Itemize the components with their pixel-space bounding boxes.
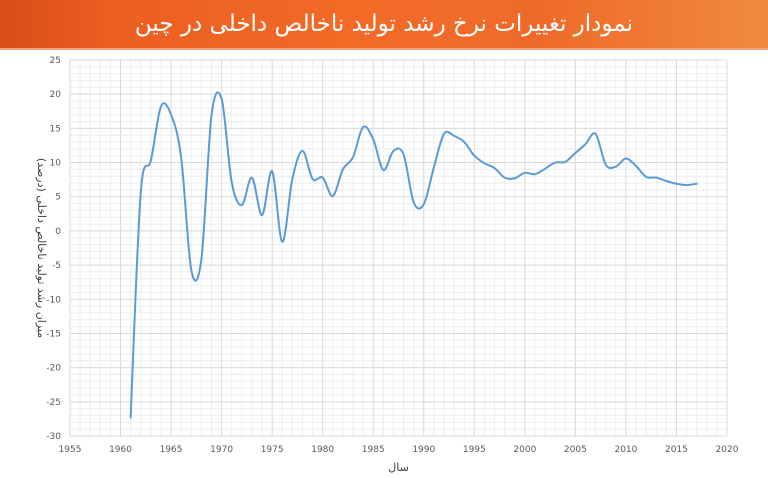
y-tick-label: -20 <box>46 364 61 374</box>
data-point <box>170 113 173 116</box>
data-point <box>200 257 203 260</box>
data-point <box>655 176 658 179</box>
data-point <box>624 157 627 160</box>
data-point <box>453 134 456 137</box>
data-point <box>331 195 334 198</box>
y-tick-label: 5 <box>55 193 61 203</box>
data-point <box>230 181 233 184</box>
data-point <box>635 164 638 167</box>
data-point <box>523 171 526 174</box>
data-point <box>382 169 385 172</box>
data-point <box>513 177 516 180</box>
data-point <box>432 166 435 169</box>
data-point <box>685 184 688 187</box>
x-tick-label: 1970 <box>210 445 233 455</box>
x-tick-label: 1995 <box>463 445 486 455</box>
x-tick-label: 1955 <box>59 445 82 455</box>
y-tick-label: -5 <box>52 261 61 271</box>
x-tick-label: 2020 <box>716 445 739 455</box>
y-tick-label: 20 <box>50 90 62 100</box>
x-tick-label: 1975 <box>261 445 284 455</box>
gdp-growth-line <box>129 91 698 419</box>
data-point <box>614 165 617 168</box>
y-tick-label: -10 <box>46 295 61 305</box>
y-tick-label: 0 <box>55 227 61 237</box>
x-tick-label: 2000 <box>513 445 536 455</box>
data-point <box>493 167 496 170</box>
gdp-growth-chart: -30 -25 -20 -15 -10 -5 0 5 10 15 20 25 1955 1960 1965… <box>35 56 739 474</box>
data-point <box>281 240 284 243</box>
y-tick-label: 15 <box>50 124 61 134</box>
data-point <box>533 173 536 176</box>
data-point <box>463 141 466 144</box>
y-axis-ticks: -30 -25 -20 -15 -10 -5 0 5 10 15 20 25 <box>46 56 61 442</box>
data-point <box>594 132 597 135</box>
data-point <box>645 175 648 178</box>
data-point <box>291 177 294 180</box>
data-point <box>159 105 162 108</box>
x-tick-label: 2005 <box>564 445 587 455</box>
x-tick-label: 1990 <box>412 445 435 455</box>
data-point <box>301 149 304 152</box>
data-point <box>695 182 698 185</box>
major-gridlines <box>69 59 728 437</box>
x-tick-label: 1985 <box>362 445 385 455</box>
y-axis-title: میزان رشد تولید ناخالص داخلی (درصد) <box>35 158 48 338</box>
x-axis-title: سال <box>388 461 409 474</box>
y-tick-label: 10 <box>50 159 62 169</box>
data-point <box>402 153 405 156</box>
banner-underline <box>0 48 768 50</box>
data-point <box>139 191 142 194</box>
data-point <box>271 170 274 173</box>
data-point <box>220 97 223 100</box>
y-tick-label: -15 <box>46 329 61 339</box>
title-banner: نمودار تغییرات نرخ رشد تولید ناخالص داخل… <box>0 0 768 48</box>
data-point <box>584 143 587 146</box>
x-tick-label: 1980 <box>311 445 334 455</box>
banner-accent <box>0 0 110 48</box>
data-point <box>190 268 193 271</box>
data-point <box>372 138 375 141</box>
data-point <box>261 214 264 217</box>
data-point <box>250 176 253 179</box>
x-tick-label: 1965 <box>160 445 183 455</box>
y-tick-label: -25 <box>46 398 61 408</box>
x-tick-label: 2015 <box>665 445 688 455</box>
data-point <box>341 168 344 171</box>
data-point <box>574 151 577 154</box>
data-point <box>675 182 678 185</box>
data-point <box>412 201 415 204</box>
data-point <box>554 161 557 164</box>
data-point <box>665 180 668 183</box>
data-point <box>210 114 213 117</box>
y-tick-label: 25 <box>50 56 61 66</box>
y-tick-label: -30 <box>46 432 61 442</box>
data-point <box>442 132 445 135</box>
minor-gridlines <box>70 60 727 436</box>
data-point <box>129 416 132 419</box>
data-point <box>422 203 425 206</box>
data-point <box>392 149 395 152</box>
x-tick-label: 2010 <box>614 445 637 455</box>
data-point <box>503 176 506 179</box>
data-point <box>473 154 476 157</box>
data-point <box>483 162 486 165</box>
data-point <box>362 125 365 128</box>
data-point <box>321 176 324 179</box>
x-axis-ticks: 1955 1960 1965 1970 1975 1980 1985 1990 1995 2000… <box>59 445 739 455</box>
data-point <box>604 163 607 166</box>
x-tick-label: 1960 <box>109 445 132 455</box>
data-point <box>180 156 183 159</box>
data-point <box>240 203 243 206</box>
data-point <box>352 156 355 159</box>
chart-title: نمودار تغییرات نرخ رشد تولید ناخالص داخل… <box>134 11 633 37</box>
data-point <box>564 160 567 163</box>
data-point <box>311 177 314 180</box>
data-point <box>544 167 547 170</box>
data-point <box>149 159 152 162</box>
